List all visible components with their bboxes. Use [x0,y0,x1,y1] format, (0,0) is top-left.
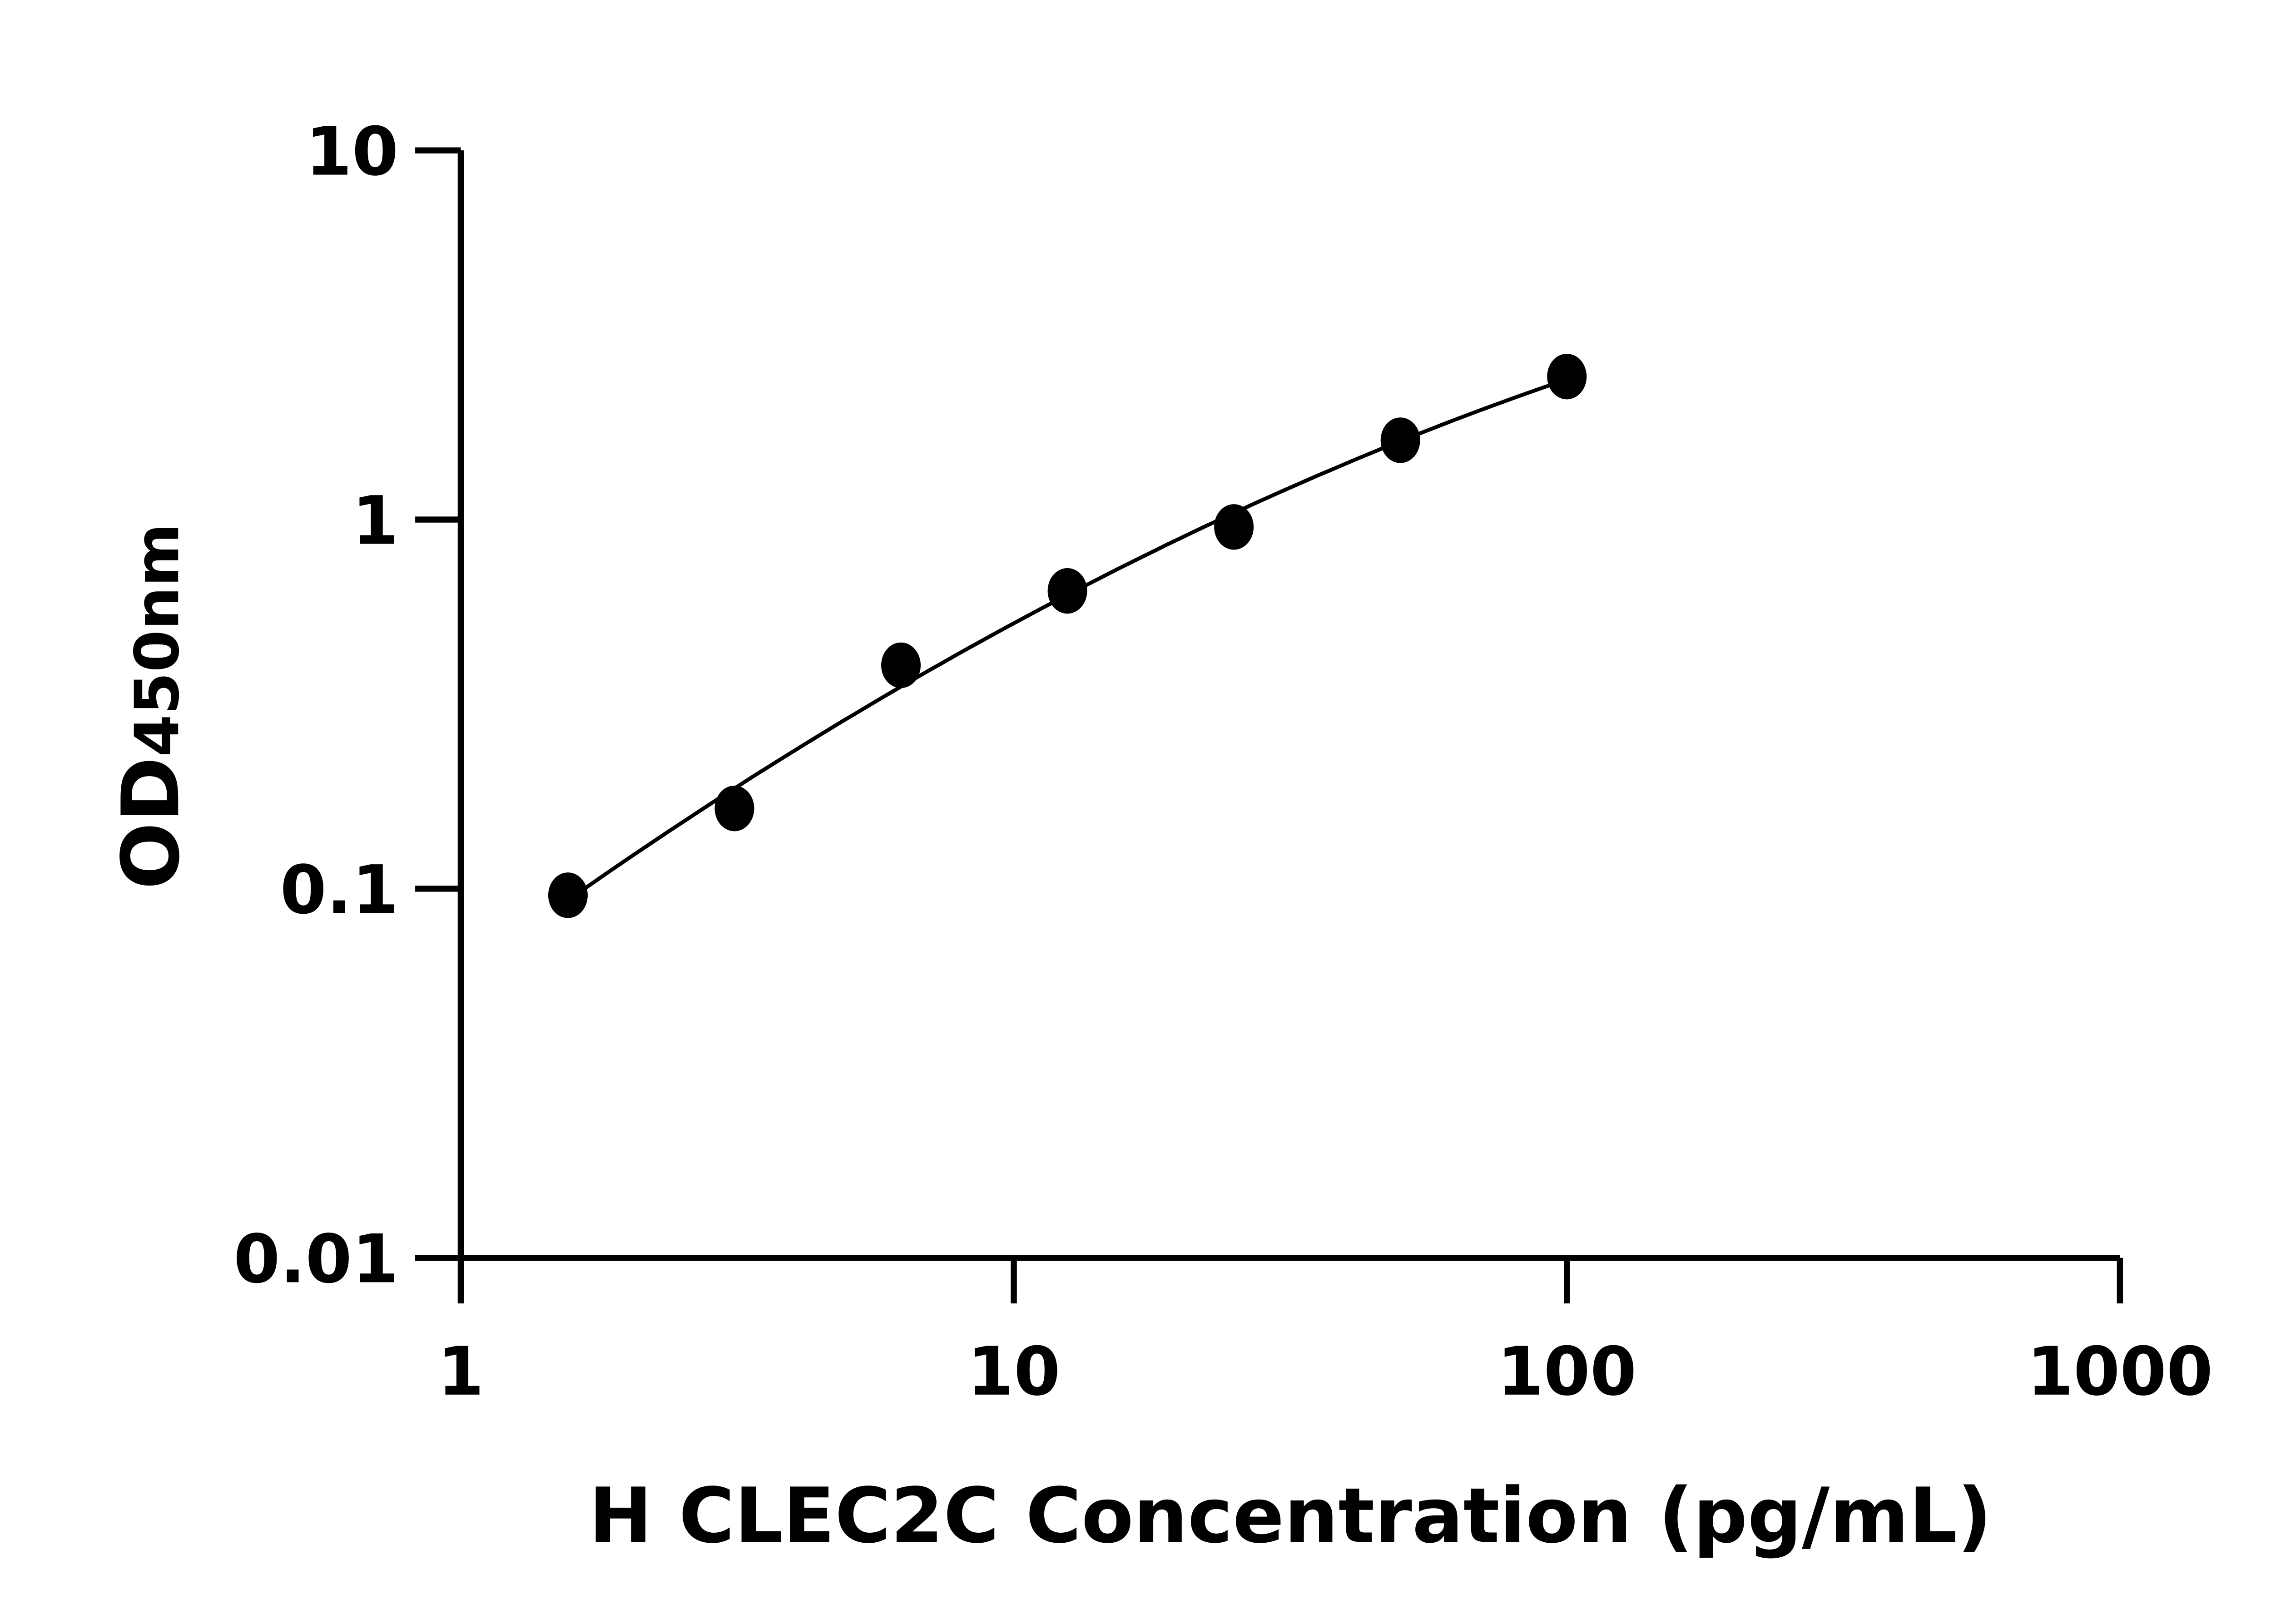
y-axis-label-main: OD [105,757,197,889]
x-tick-label: 10 [967,1332,1061,1411]
y-axis-label: OD450nm [105,523,197,889]
data-point [1214,504,1254,550]
data-point [1547,353,1587,400]
y-tick-labels: 0.01 0.1 1 10 [233,113,398,1298]
axes [415,147,2123,1304]
y-axis-label-sub: 450nm [122,523,193,757]
x-tick-labels: 1 10 100 1000 [437,1332,2213,1411]
data-point [548,872,588,918]
x-tick-label: 100 [1497,1332,1636,1411]
y-tick-label: 0.1 [280,851,399,929]
data-point [714,785,754,832]
data-point [1047,568,1087,614]
y-tick-label: 0.01 [233,1220,398,1298]
y-tick-label: 10 [305,113,398,191]
y-tick-label: 1 [352,482,398,560]
data-point [1380,417,1420,463]
data-points [548,353,1587,918]
x-tick-label: 1000 [2027,1332,2213,1411]
data-point [881,642,921,688]
fit-curve [567,377,1568,902]
x-tick-label: 1 [437,1332,484,1411]
x-axis-label: H CLEC2C Concentration (pg/mL) [589,1472,1992,1560]
